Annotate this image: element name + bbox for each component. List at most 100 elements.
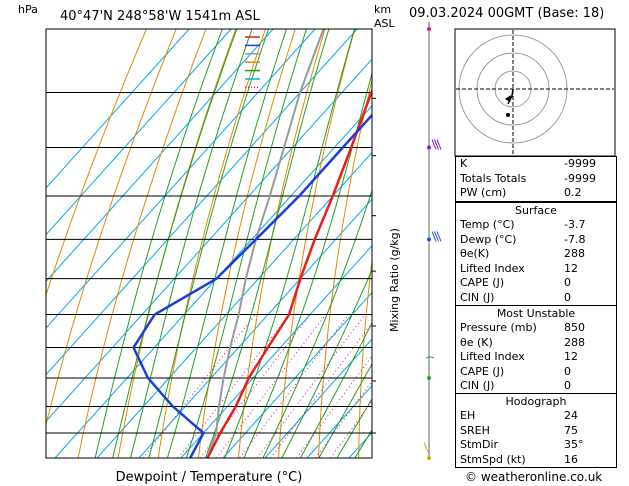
panel-row-label: Pressure (mb) (460, 321, 537, 334)
wet-adiabat (262, 188, 372, 458)
panel-row-value: 288 (564, 247, 585, 261)
panel-row-label: Temp (°C) (460, 218, 515, 231)
temperature-line (206, 87, 372, 458)
mixing-ratio-line (330, 400, 372, 458)
isotherm-line (46, 29, 316, 329)
panel-row: StmDir 35° (456, 438, 616, 453)
wet-adiabat (204, 29, 330, 458)
panel-row: Totals Totals -9999 (456, 172, 616, 187)
wet-adiabat (318, 362, 372, 458)
panel-row-value: 0 (564, 364, 571, 378)
panel-title: Hodograph (505, 395, 567, 408)
parcel-trajectory-line (206, 29, 325, 458)
most-unstable-panel: Most Unstable Pressure (mb) 850 θe (K) 288 Li… (455, 305, 617, 395)
panel-row-value: -9999 (564, 157, 596, 170)
wind-barbs (423, 22, 442, 460)
panel-row: SREH 75 (456, 424, 616, 439)
panel-row-label: Totals Totals (460, 171, 527, 185)
wind-barb (434, 139, 439, 150)
panel-row: Lifted Index 12 (456, 262, 616, 277)
isotherm-line (46, 29, 190, 189)
panel-row-value: -9999 (564, 171, 596, 185)
isotherm-line (54, 105, 372, 458)
panel-row-label: Lifted Index (460, 350, 525, 364)
isotherm-line (306, 385, 372, 458)
panel-row-value: 0.2 (564, 186, 582, 200)
panel-row-label: EH (460, 409, 476, 422)
wet-adiabat (224, 29, 355, 458)
panel-row-label: CIN (J) (460, 379, 495, 393)
panel-row: Temp (°C) -3.7 (456, 218, 616, 233)
isotherm-line (264, 338, 372, 458)
panel-row-label: PW (cm) (460, 186, 507, 200)
wind-barb (436, 231, 442, 242)
dry-adiabat (117, 29, 237, 458)
panel-row-label: Dewp (°C) (460, 232, 517, 246)
hodograph-stats-panel: Hodograph EH 24 SREH 75 StmDir 35° StmSpd (kt) 1… (455, 393, 617, 469)
footer-credit: © weatheronline.co.uk (465, 470, 603, 484)
wind-barb-dot (427, 456, 431, 460)
wet-adiabat (185, 29, 307, 458)
panel-row-value: 0 (564, 276, 571, 290)
x-axis-label: Dewpoint / Temperature (°C) (116, 470, 303, 485)
panel-row: Pressure (mb) 850 (456, 321, 616, 336)
sounding-profiles (132, 29, 372, 458)
wet-adiabat (94, 29, 223, 458)
panel-row-value: 288 (564, 335, 585, 349)
panel-row-value: 850 (564, 321, 585, 334)
panel-row: EH 24 (456, 409, 616, 424)
hodograph-frame (454, 28, 616, 157)
wind-barb (436, 139, 442, 150)
dry-adiabat (278, 29, 356, 458)
height-axis (371, 29, 376, 458)
mixing-ratio-line (270, 321, 372, 458)
panel-row-label: CAPE (J) (460, 364, 505, 378)
dry-adiabat (615, 29, 629, 458)
panel-row-value: 75 (564, 423, 578, 437)
panel-row-value: 35° (564, 438, 584, 452)
wet-adiabat-lines (94, 29, 372, 458)
panel-row: θe(K) 288 (456, 247, 616, 262)
panel-row-label: CIN (J) (460, 290, 495, 304)
surface-panel: Surface Temp (°C) -3.7 Dewp (°C) -7.8 θe(K) 28… (455, 202, 617, 307)
legend (245, 36, 260, 89)
panel-row-value: 12 (564, 261, 578, 275)
isotherm-line (222, 291, 372, 458)
panel-row: CIN (J) 0 (456, 379, 616, 394)
panel-row-value: 0 (564, 290, 571, 304)
chart-title: 40°47'N 248°58'W 1541m ASL (60, 9, 260, 24)
panel-row: K -9999 (456, 157, 616, 172)
wet-adiabat (166, 29, 287, 458)
panel-row-label: CAPE (J) (460, 276, 505, 290)
wind-barb-dot (427, 27, 431, 31)
panel-title: Surface (515, 204, 557, 217)
dry-adiabat (77, 29, 207, 458)
panel-row-label: Lifted Index (460, 261, 525, 275)
panel-row: θe (K) 288 (456, 336, 616, 351)
panel-row-label: StmDir (460, 438, 499, 452)
run-date: 09.03.2024 00GMT (Base: 18) (409, 6, 605, 21)
panel-row: Dewp (°C) -7.8 (456, 233, 616, 248)
dewpoint-line (132, 113, 372, 458)
wind-barb-dot (427, 237, 431, 242)
panel-row: CAPE (J) 0 (456, 276, 616, 291)
panel-row-value: 16 (564, 452, 578, 466)
wet-adiabat (112, 29, 238, 458)
hodograph-trace (507, 88, 514, 105)
storm-motion-icon (505, 95, 511, 102)
panel-row-value: 12 (564, 350, 578, 364)
hodograph-point (506, 113, 510, 117)
mixing-ratio-lines (142, 314, 372, 458)
dry-adiabat (318, 77, 372, 458)
dry-adiabat (157, 29, 266, 458)
asl-unit: ASL (374, 17, 396, 30)
indices-panel: K -9999 Totals Totals -9999 PW (cm) 0.2 (455, 156, 617, 202)
isotherm-line (138, 198, 372, 458)
wind-barb (431, 139, 437, 150)
panel-row: CIN (J) 0 (456, 291, 616, 306)
wet-adiabat (281, 268, 372, 458)
wind-barb (434, 231, 439, 242)
panel-row-value: 0 (564, 379, 571, 393)
dry-adiabat (358, 257, 372, 458)
panel-row: PW (cm) 0.2 (456, 186, 616, 201)
